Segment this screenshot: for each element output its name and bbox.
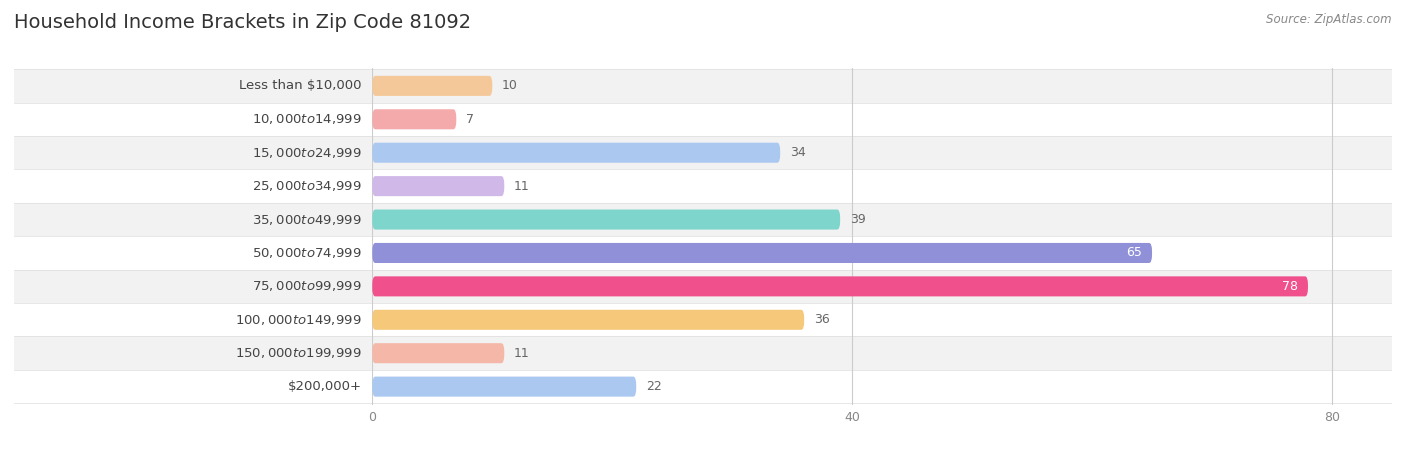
Bar (14, 270, 373, 303)
Bar (373, 236, 1392, 270)
FancyBboxPatch shape (373, 176, 505, 196)
Bar (373, 103, 1392, 136)
Bar (14, 337, 373, 370)
Text: $10,000 to $14,999: $10,000 to $14,999 (252, 112, 361, 126)
Bar (373, 370, 1392, 403)
Text: 78: 78 (1282, 280, 1298, 293)
Bar (373, 69, 1392, 103)
FancyBboxPatch shape (373, 76, 492, 96)
Text: Source: ZipAtlas.com: Source: ZipAtlas.com (1267, 14, 1392, 27)
Text: 65: 65 (1126, 247, 1143, 260)
Bar (373, 136, 1392, 169)
Text: 11: 11 (513, 180, 530, 193)
Bar (14, 103, 373, 136)
Bar (14, 236, 373, 270)
Bar (373, 270, 1392, 303)
Text: Household Income Brackets in Zip Code 81092: Household Income Brackets in Zip Code 81… (14, 14, 471, 32)
FancyBboxPatch shape (373, 109, 457, 129)
Text: $25,000 to $34,999: $25,000 to $34,999 (252, 179, 361, 193)
FancyBboxPatch shape (373, 343, 505, 363)
Text: 39: 39 (849, 213, 866, 226)
Bar (14, 370, 373, 403)
Bar (373, 169, 1392, 203)
Bar (14, 303, 373, 337)
FancyBboxPatch shape (373, 276, 1308, 297)
FancyBboxPatch shape (373, 377, 636, 396)
FancyBboxPatch shape (373, 143, 780, 163)
Text: $75,000 to $99,999: $75,000 to $99,999 (252, 279, 361, 293)
Bar (373, 203, 1392, 236)
Text: $150,000 to $199,999: $150,000 to $199,999 (235, 346, 361, 360)
Text: 10: 10 (502, 79, 517, 92)
Bar (373, 337, 1392, 370)
Text: 11: 11 (513, 346, 530, 360)
Text: 36: 36 (814, 313, 830, 326)
Text: $50,000 to $74,999: $50,000 to $74,999 (252, 246, 361, 260)
Bar (14, 203, 373, 236)
FancyBboxPatch shape (373, 243, 1152, 263)
Bar (14, 136, 373, 169)
Text: 22: 22 (645, 380, 662, 393)
Text: $35,000 to $49,999: $35,000 to $49,999 (252, 212, 361, 226)
FancyBboxPatch shape (373, 310, 804, 330)
Bar (14, 169, 373, 203)
FancyBboxPatch shape (373, 210, 841, 230)
Bar (373, 303, 1392, 337)
Text: $15,000 to $24,999: $15,000 to $24,999 (252, 146, 361, 160)
Text: 34: 34 (790, 146, 806, 159)
Text: $200,000+: $200,000+ (288, 380, 361, 393)
Text: $100,000 to $149,999: $100,000 to $149,999 (235, 313, 361, 327)
Text: Less than $10,000: Less than $10,000 (239, 79, 361, 92)
Text: 7: 7 (465, 113, 474, 126)
Bar (14, 69, 373, 103)
